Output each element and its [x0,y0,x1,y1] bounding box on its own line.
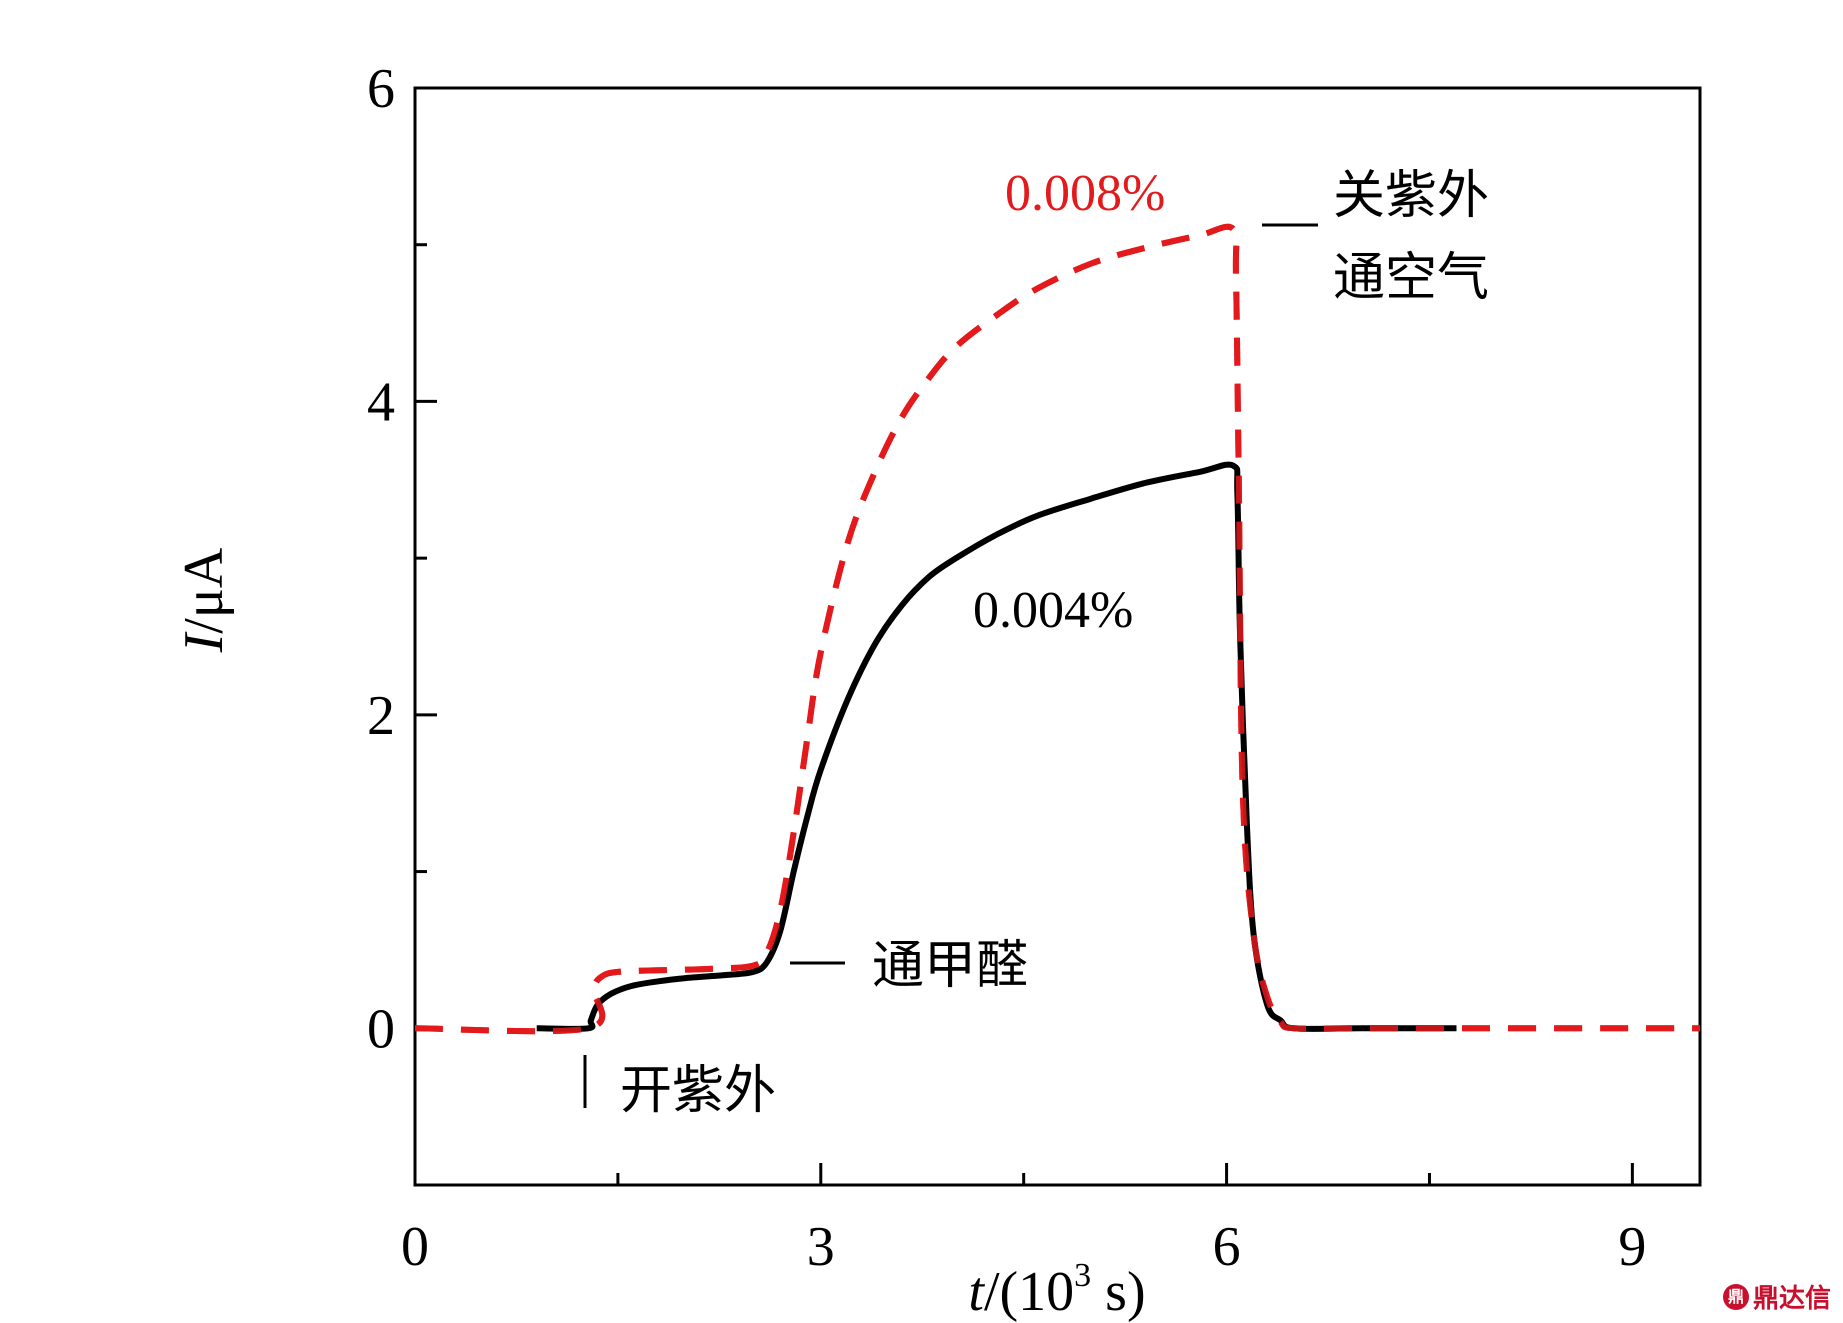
x-tick-label: 0 [401,1216,429,1278]
series-label-0.004: 0.004% [973,582,1133,639]
plot-frame [413,86,1702,1187]
axis-ticks [413,86,1634,1185]
annotation-uv-off-line2: 通空气 [1333,248,1489,308]
x-axis-sup: 3 [1074,1257,1091,1294]
x-axis-unit: /(10 [984,1261,1074,1323]
x-tick-label: 9 [1618,1216,1646,1278]
x-axis-title: t/(103 s) [968,1257,1145,1323]
annotation-uv-off-line1: 关紫外 [1333,166,1489,226]
x-tick-label: 6 [1213,1216,1241,1278]
annotation-hcho-on: 通甲醛 [872,936,1028,996]
y-tick-label: 4 [367,371,395,433]
series-label-0.008: 0.008% [1005,165,1165,222]
series-line-0.008-overlay [414,223,1700,1035]
axis-tick-labels: 0 3 6 9 0 2 4 6 [367,58,1646,1278]
watermark-logo-icon: 鼎 [1722,1283,1749,1310]
x-axis-tail: s) [1091,1261,1145,1323]
annotation-uv-on: 开紫外 [620,1061,776,1121]
x-axis-var: t [968,1261,985,1323]
y-tick-label: 6 [367,58,395,120]
y-tick-label: 0 [367,998,395,1060]
watermark: 鼎 鼎达信 [1722,1278,1831,1315]
y-axis-title: I/μA [173,547,235,653]
y-axis-var: I [173,631,235,653]
x-tick-label: 3 [807,1216,835,1278]
watermark-text: 鼎达信 [1752,1284,1831,1314]
y-tick-label: 2 [367,685,395,747]
y-axis-unit: /μA [173,547,235,634]
